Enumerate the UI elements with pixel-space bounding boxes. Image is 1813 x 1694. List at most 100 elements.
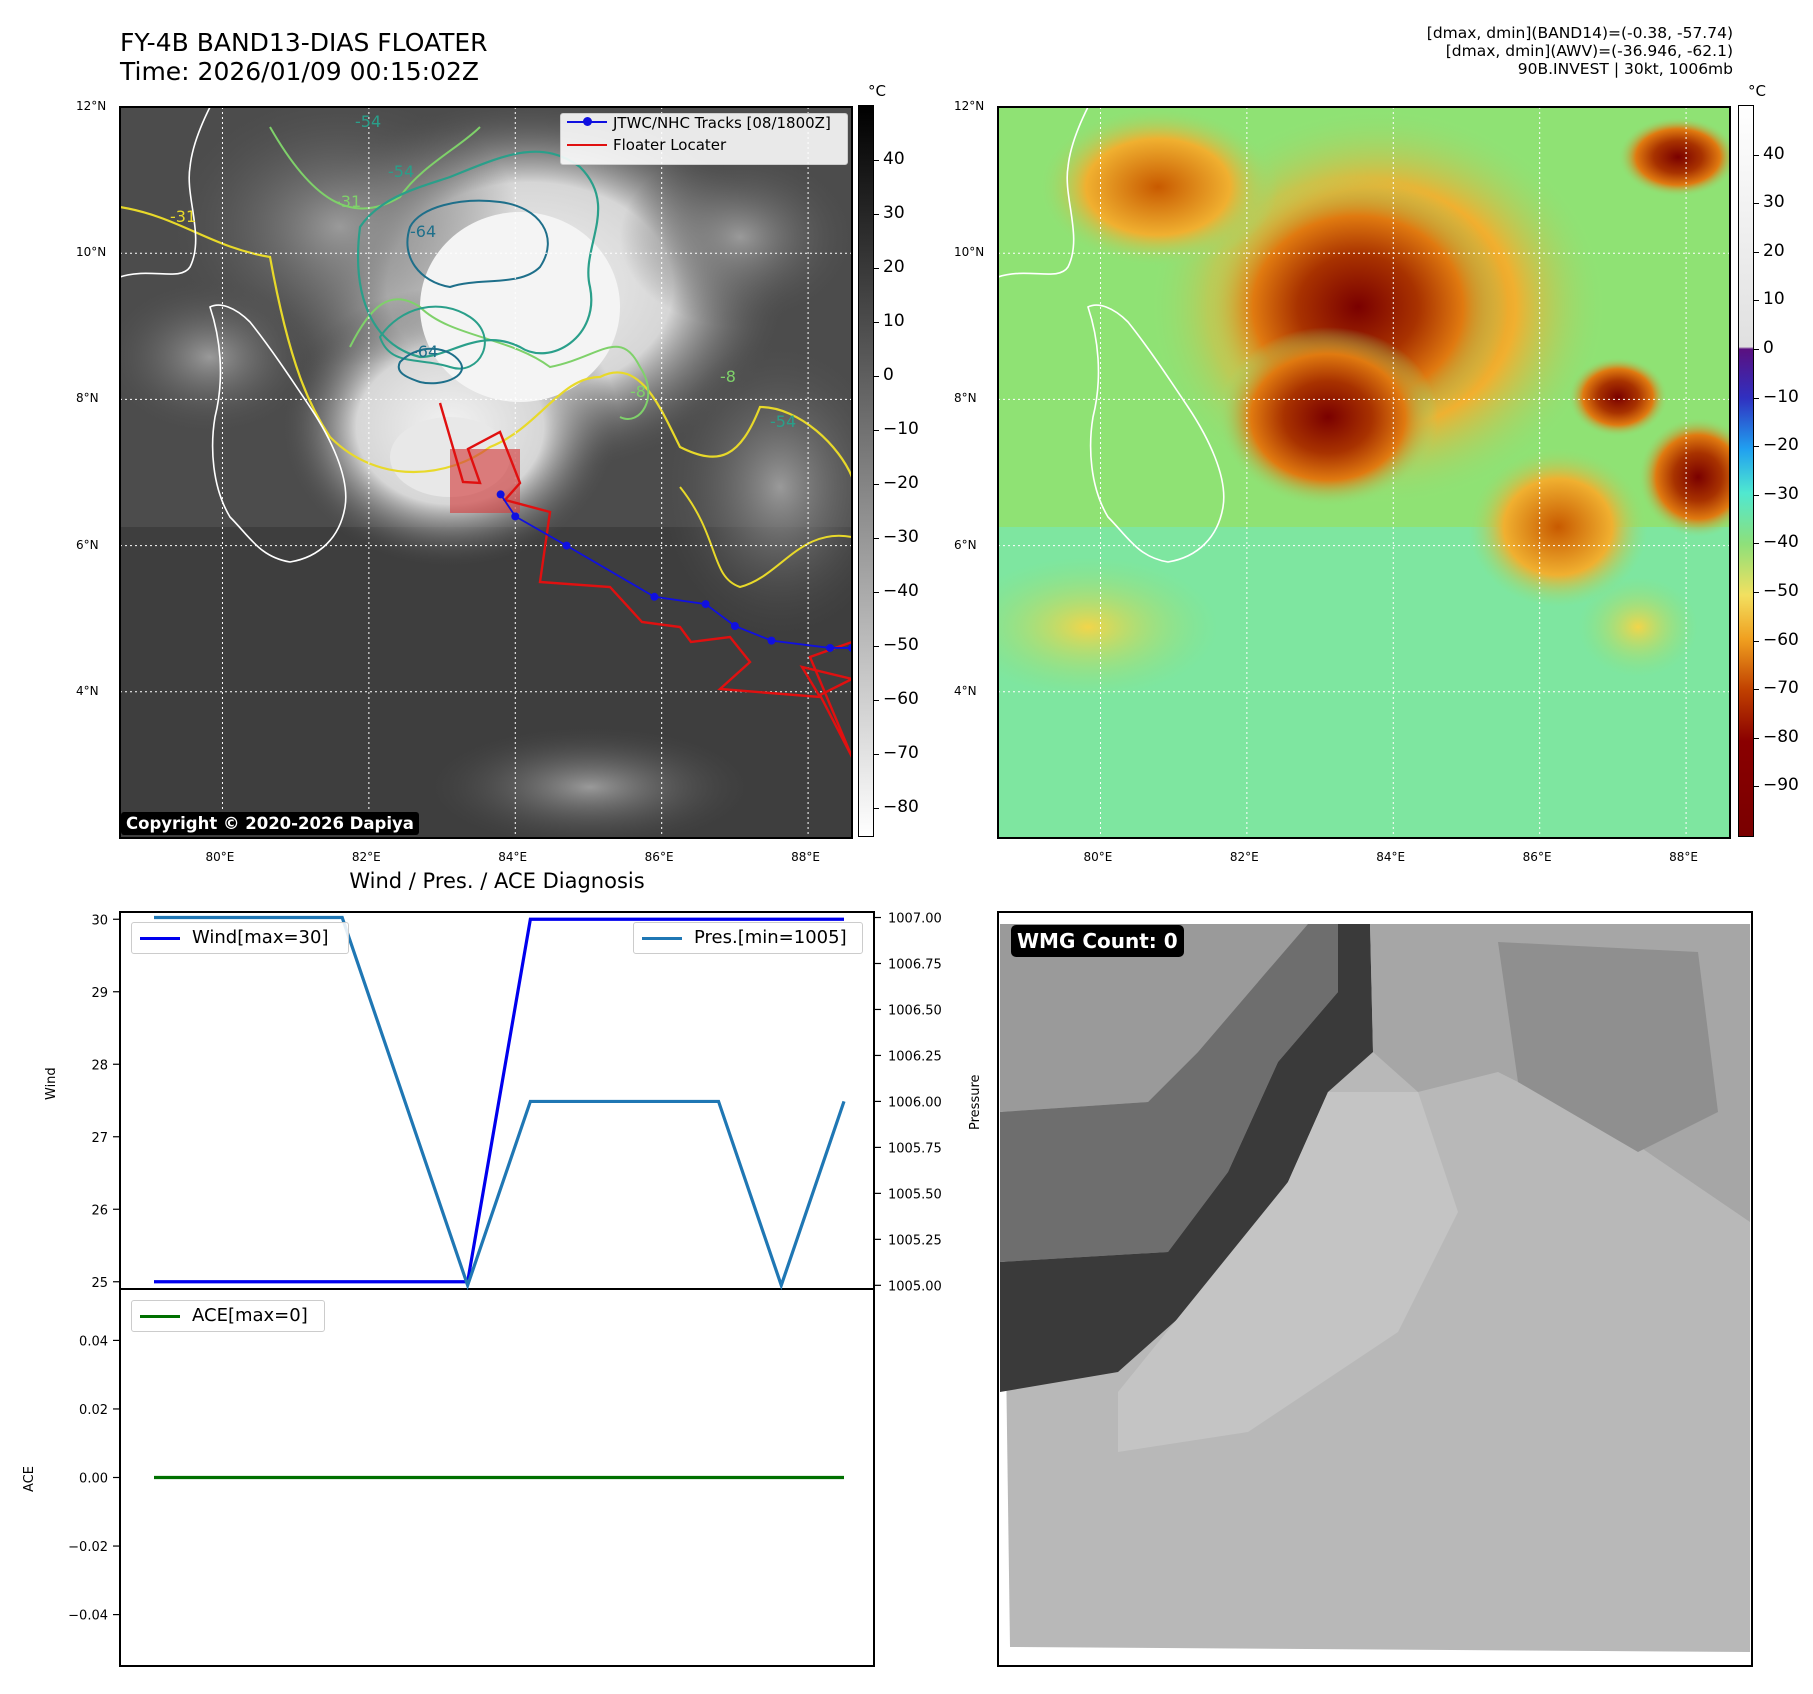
copyright-badge: Copyright © 2020-2026 Dapiya [121, 812, 419, 835]
lat-tick-label: 4°N [76, 683, 99, 698]
ace-legend-label: ACE[max=0] [192, 1305, 308, 1326]
axis-tick-label: 1007.00 [888, 912, 942, 927]
contour-labels: -54 -31 -64 -64 -54 -31 -8 -8 -54 [170, 112, 796, 431]
colorbar-tick-mark [873, 484, 879, 485]
contour-teal-2 [378, 305, 486, 370]
ace-axis-ticks: 0.04 0.02 0.00 −0.02 −0.04 [68, 1334, 120, 1624]
colorbar-tick-mark [1753, 737, 1759, 739]
contour-label: -8 [720, 367, 736, 386]
ir-colorbar [858, 105, 874, 837]
colorbar-tick-mark [873, 538, 879, 539]
colorbar-tick-mark [873, 376, 879, 377]
pressure-legend: Pres.[min=1005] [633, 922, 863, 954]
colorbar-tick-mark [1753, 543, 1759, 545]
wmg-panel [997, 911, 1753, 1667]
legend-floater-label: Floater Locater [613, 136, 727, 154]
lon-tick-label: 86°E [644, 850, 674, 864]
wmg-shade-mid [1000, 924, 1338, 1262]
colorbar-tick-label: −40 [883, 581, 919, 601]
info-line-3: 90B.INVEST | 30kt, 1006mb [1517, 60, 1733, 78]
colorbar-tick-mark [1753, 154, 1759, 156]
colorbar-tick-label: −50 [883, 635, 919, 655]
info-line-1: [dmax, dmin](BAND14)=(-0.38, -57.74) [1426, 24, 1733, 42]
ace-legend-swatch [140, 1315, 180, 1318]
lat-tick-label: 8°N [76, 391, 99, 406]
contour-darkteal [406, 199, 549, 289]
ir-colorbar-unit: °C [868, 82, 886, 100]
colorbar-tick-label: 20 [883, 257, 905, 277]
lon-tick-label: 88°E [791, 850, 820, 864]
contour-label: -54 [770, 412, 796, 431]
axis-tick-label: −0.04 [68, 1609, 108, 1624]
jtwc-track-points [496, 490, 852, 652]
map-gridlines-right [998, 107, 1730, 838]
wind-legend-label: Wind[max=30] [192, 927, 329, 948]
contour-label: -64 [412, 342, 438, 361]
colorbar-tick-mark [873, 754, 879, 755]
axis-tick-label: 1005.50 [888, 1187, 942, 1202]
colorbar-tick-mark [1753, 397, 1759, 399]
colorbar-tick-label: 10 [883, 311, 905, 331]
track-point [826, 643, 835, 652]
track-point [511, 512, 520, 521]
contour-label: -54 [355, 112, 381, 131]
contour-label: -64 [410, 222, 436, 241]
india-coast-right [998, 107, 1089, 278]
colorbar-tick-mark [873, 700, 879, 701]
lat-tick-label: 6°N [76, 537, 99, 552]
colorbar-tick-label: −80 [883, 797, 919, 817]
colorbar-tick-mark [1753, 689, 1759, 691]
diagnosis-title: Wind / Pres. / ACE Diagnosis [349, 869, 645, 893]
title-line-2: Time: 2026/01/09 00:15:02Z [120, 57, 479, 86]
colorbar-tick-mark [1753, 786, 1759, 788]
axis-tick-label: 25 [91, 1276, 108, 1291]
colorbar-tick-label: −10 [883, 419, 919, 439]
contour-lightgreen [269, 126, 481, 210]
axis-tick-label: 28 [91, 1058, 108, 1073]
colorbar-tick-mark [873, 646, 879, 647]
colorbar-tick-label: −70 [1763, 678, 1799, 699]
axis-tick-label: −0.02 [68, 1540, 108, 1555]
ace-legend: ACE[max=0] [131, 1300, 325, 1332]
colorbar-tick-mark [1753, 592, 1759, 593]
wmg-shade-upper-right-dark [1498, 942, 1718, 1152]
track-point [562, 541, 571, 550]
colorbar-tick-label: 30 [883, 203, 905, 223]
pressure-axis-ticks: 1007.00 1006.75 1006.50 1006.25 1006.00 1005.… [874, 912, 942, 1294]
colorbar-tick-label: −20 [1763, 435, 1799, 456]
lon-tick-label: 82°E [1229, 850, 1259, 864]
colorbar-tick-label: −50 [1763, 581, 1799, 601]
axis-tick-label: 1006.50 [888, 1003, 942, 1018]
title-line-1: FY-4B BAND13-DIAS FLOATER [120, 28, 488, 57]
wmg-shade-pale [1118, 1092, 1458, 1452]
colorbar-tick-label: 0 [883, 365, 894, 385]
colorbar-tick-label: 0 [1763, 338, 1774, 358]
contour-label: -54 [388, 162, 414, 181]
lon-tick-label: 80°E [205, 850, 235, 864]
colorbar-tick-mark [1753, 300, 1759, 302]
colorbar-tick-label: 30 [1763, 192, 1785, 213]
colorbar-tick-label: −60 [883, 689, 919, 709]
axis-tick-label: 0.00 [79, 1472, 108, 1487]
colorbar-tick-label: −70 [883, 743, 919, 763]
axis-tick-label: 1005.75 [888, 1141, 942, 1156]
lat-tick-label: 12°N [76, 99, 107, 113]
track-point [730, 622, 739, 631]
colorbar-tick-label: −90 [1763, 775, 1799, 796]
lon-tick-label: 86°E [1522, 850, 1552, 864]
wind-axis-ticks: 30 29 28 27 26 25 [91, 913, 120, 1291]
axis-tick-label: 0.02 [79, 1403, 108, 1418]
colorbar-tick-label: 10 [1763, 289, 1785, 310]
enhanced-colorbar [1738, 105, 1754, 837]
contour-yellow-2 [679, 486, 852, 589]
track-point [767, 636, 776, 645]
lat-tick-label: 8°N [954, 391, 977, 406]
enhanced-map-frame [997, 106, 1731, 839]
colorbar-tick-label: −80 [1763, 726, 1799, 747]
axis-tick-label: 26 [91, 1203, 108, 1218]
axis-tick-label: 29 [91, 986, 108, 1001]
lat-tick-label: 6°N [954, 537, 977, 552]
sri-lanka-coast [209, 304, 347, 563]
enhanced-ir-map [997, 106, 1731, 839]
colorbar-tick-mark [873, 160, 879, 161]
